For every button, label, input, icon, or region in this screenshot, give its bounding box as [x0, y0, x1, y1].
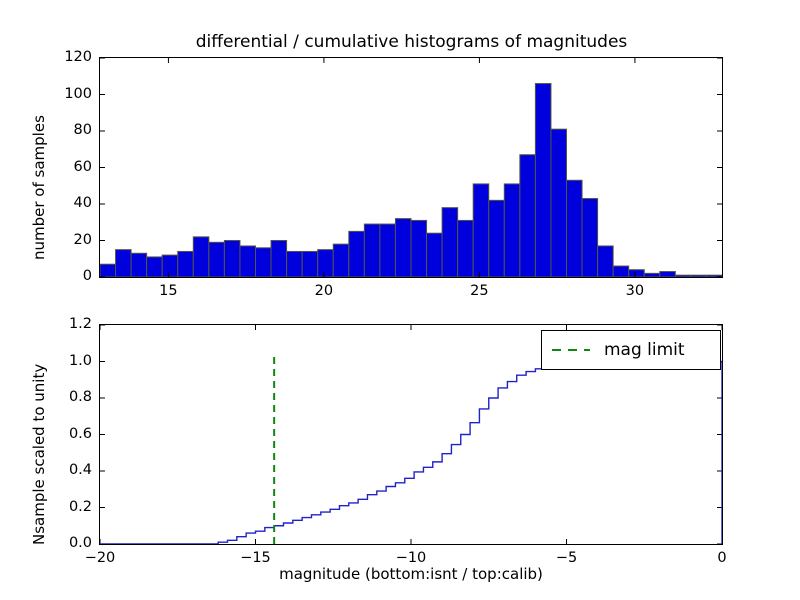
histogram-bar — [348, 230, 365, 277]
bottom-xtick-label: −15 — [240, 550, 271, 566]
histogram-bar — [612, 265, 630, 277]
histogram-bar — [457, 219, 474, 277]
bottom-xtick-label: −20 — [84, 550, 116, 566]
bottom-plot-canvas — [100, 325, 722, 544]
top-plot-canvas — [100, 58, 722, 277]
top-ytick-label: 40 — [73, 195, 92, 211]
bottom-ytick-label: 0.4 — [68, 462, 92, 478]
histogram-bar — [239, 245, 256, 277]
histogram-bar — [270, 240, 288, 277]
histogram-bar — [472, 183, 490, 277]
bottom-ytick-label: 0.6 — [68, 425, 92, 442]
histogram-bar — [410, 219, 428, 277]
histogram-bar — [363, 223, 381, 277]
histogram-bar — [317, 249, 334, 277]
bottom-ytick-label: 0.0 — [68, 535, 92, 551]
histogram-bar — [566, 179, 583, 277]
bottom-ytick-label: 1.0 — [68, 352, 92, 369]
bottom-xtick-label: 0 — [717, 550, 727, 566]
histogram-bar — [426, 232, 443, 277]
bottom-ytick-label: 0.2 — [68, 498, 92, 515]
mag-limit-dashed-line-icon — [552, 349, 590, 351]
histogram-bar — [488, 199, 505, 277]
histogram-bar — [286, 250, 303, 277]
histogram-bar — [441, 207, 459, 277]
histogram-bar — [177, 250, 194, 277]
top-xtick-label: 25 — [470, 283, 489, 299]
histogram-bar — [550, 128, 568, 277]
histogram-bar — [130, 252, 148, 277]
histogram-bar — [659, 271, 676, 277]
top-xtick-label: 30 — [625, 283, 645, 299]
top-ytick-label: 20 — [73, 231, 92, 248]
histogram-bar — [208, 241, 225, 277]
histogram-bar — [503, 183, 521, 277]
histogram-bar — [115, 249, 132, 277]
top-axes-differential-histogram — [99, 57, 723, 278]
histogram-bar — [332, 243, 350, 277]
top-ytick-label: 120 — [64, 49, 92, 65]
histogram-bar — [534, 83, 552, 277]
histogram-bar — [519, 154, 536, 277]
bottom-xlabel: magnitude (bottom:isnt / top:calib) — [279, 565, 543, 583]
legend-label-mag-limit: mag limit — [604, 340, 685, 360]
bottom-ytick-label: 1.2 — [68, 316, 92, 332]
histogram-bar — [394, 218, 412, 277]
histogram-bar — [223, 240, 241, 277]
histogram-bar — [192, 236, 210, 277]
top-xtick-label: 15 — [159, 283, 178, 299]
histogram-bar — [628, 269, 645, 277]
histogram-bar — [146, 256, 163, 277]
top-ytick-label: 60 — [73, 158, 92, 175]
top-ytick-label: 100 — [64, 85, 92, 102]
figure-title: differential / cumulative histograms of … — [195, 32, 628, 52]
histogram-bar — [161, 254, 179, 277]
top-ytick-label: 80 — [73, 122, 92, 138]
histogram-bar — [597, 245, 614, 277]
cumulative-step-curve — [100, 360, 722, 544]
histogram-bar — [643, 272, 661, 277]
histogram-bar — [100, 263, 117, 277]
top-xtick-label: 20 — [314, 283, 334, 299]
top-ytick-label: 0 — [82, 268, 92, 284]
histogram-bar — [379, 223, 396, 277]
bottom-ytick-label: 0.8 — [68, 389, 92, 405]
histogram-bar — [674, 274, 692, 277]
histogram-bar — [690, 274, 707, 277]
histogram-bar — [581, 198, 599, 277]
bottom-xtick-label: −5 — [555, 550, 578, 566]
histogram-bar — [301, 250, 319, 277]
bottom-xtick-label: −10 — [395, 550, 427, 566]
legend-box[interactable]: mag limit — [541, 330, 721, 370]
histogram-bar — [255, 247, 272, 277]
